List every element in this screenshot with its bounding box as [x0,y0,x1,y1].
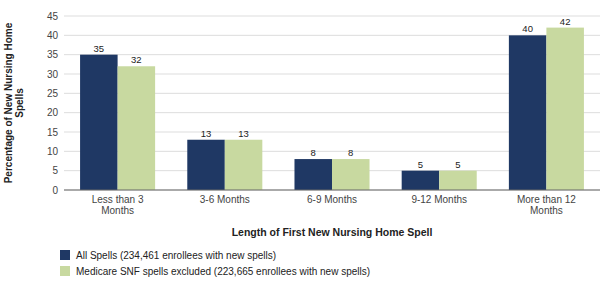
y-tick-label: 35 [47,49,59,60]
x-axis-line [64,190,600,191]
grid-line [64,190,600,191]
bar [80,55,118,190]
chart: 0 5 10 15 20 25 30 35 40 45 Percentage of New Nurs… [0,0,609,292]
x-axis-label: Length of First New Nursing Home Spell [232,226,433,238]
y-tick-label: 45 [47,11,59,22]
bar [225,140,263,190]
data-label: 5 [455,159,460,170]
legend: All Spells (234,461 enrollees with new s… [60,250,370,277]
bar [332,159,370,190]
x-tick-label: More than 12Months [517,194,576,216]
x-axis: Less than 3Months 3-6 Months 6-9 Months 9-1… [64,190,600,216]
y-tick-label: 20 [47,107,59,118]
y-axis-label: Percentage of New Nursing HomeSpells [3,22,25,183]
legend-swatch [60,250,70,260]
bar [187,140,225,190]
legend-swatch [60,266,70,276]
bar [294,159,332,190]
x-tick-label: 3-6 Months [200,194,250,205]
grid-line [64,16,600,17]
data-label: 42 [560,16,571,27]
y-tick-label: 25 [47,88,59,99]
y-tick-label: 5 [52,165,58,176]
bars [80,28,584,190]
data-label: 40 [522,23,533,34]
legend-label: Medicare SNF spells excluded (223,665 en… [76,266,370,277]
grid [64,16,600,190]
data-label: 35 [94,43,105,54]
y-tick-label: 15 [47,127,59,138]
x-tick-label: 9-12 Months [411,194,467,205]
y-tick-label: 10 [47,146,59,157]
data-label: 13 [201,128,212,139]
y-tick-label: 40 [47,30,59,41]
bar [546,28,584,190]
y-axis: 0 5 10 15 20 25 30 35 40 45 [47,11,59,196]
data-labels: 35 13 8 5 40 32 13 8 5 42 [94,16,571,170]
legend-label: All Spells (234,461 enrollees with new s… [76,250,276,261]
bar [509,35,547,190]
y-tick-label: 0 [52,185,58,196]
bar [402,171,440,190]
bar [118,66,156,190]
data-label: 32 [131,54,142,65]
bar [439,171,477,190]
data-label: 13 [238,128,249,139]
data-label: 8 [348,147,353,158]
x-tick-label: 6-9 Months [307,194,357,205]
y-tick-label: 30 [47,69,59,80]
data-label: 5 [418,159,423,170]
x-tick-label: Less than 3Months [92,194,144,216]
data-label: 8 [311,147,316,158]
